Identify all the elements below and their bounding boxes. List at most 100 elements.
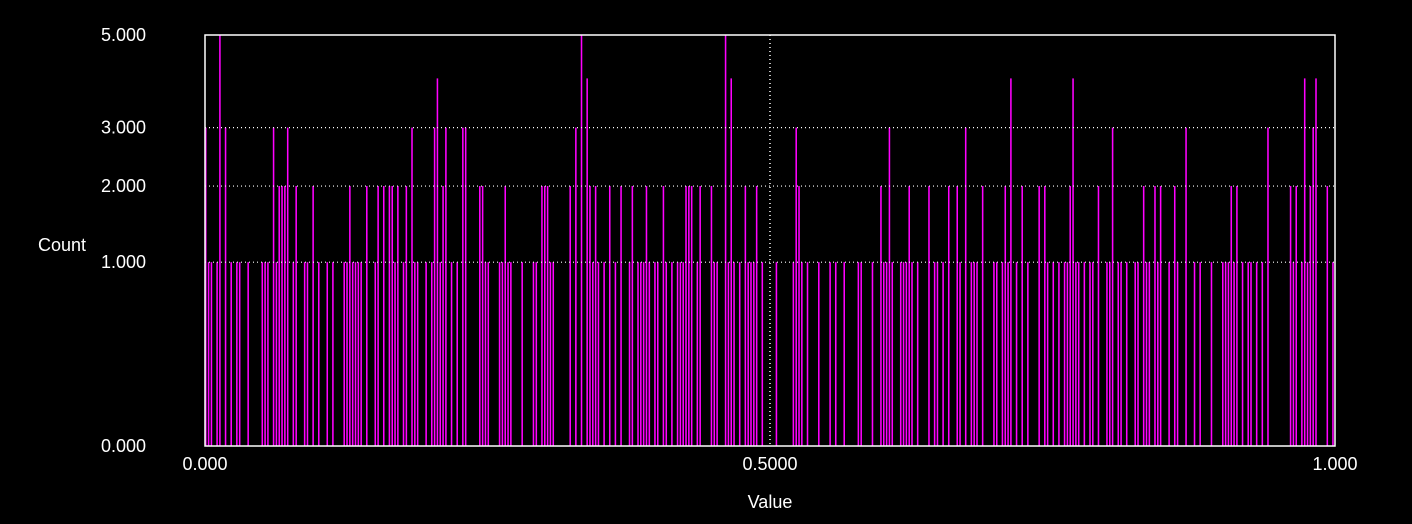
histogram-bar [964, 127, 967, 446]
histogram-bar [761, 262, 764, 446]
histogram-bar [1106, 262, 1108, 446]
histogram-bar [306, 262, 309, 446]
histogram-bar [1301, 262, 1303, 446]
histogram-bar [439, 262, 442, 446]
histogram-bar [464, 127, 467, 446]
histogram-bar [690, 186, 693, 446]
histogram-bar [631, 186, 634, 446]
histogram-bar [326, 262, 329, 446]
histogram-bar [445, 127, 447, 446]
histogram-bar [501, 262, 504, 446]
histogram-bar [351, 262, 354, 446]
x-tick-label: 0.000 [182, 454, 227, 474]
histogram-bar [210, 262, 213, 446]
histogram-bar [696, 262, 699, 446]
histogram-bar [416, 262, 419, 446]
histogram-bar [1092, 262, 1094, 446]
histogram-bar [332, 262, 334, 446]
histogram-bar [462, 127, 464, 446]
histogram-bar [1046, 262, 1049, 446]
y-tick-label: 0.000 [101, 436, 146, 456]
histogram-bar [1001, 262, 1004, 446]
histogram-bar [1027, 262, 1029, 446]
histogram-bar [744, 186, 747, 446]
histogram-bar [238, 262, 241, 446]
histogram-bar [730, 78, 732, 446]
histogram-bar [902, 262, 905, 446]
histogram-bar [207, 262, 210, 446]
histogram-bar [292, 262, 295, 446]
histogram-bar [388, 186, 391, 446]
histogram-bar [487, 262, 490, 446]
histogram-bar [916, 262, 919, 446]
histogram-bar [1117, 262, 1120, 446]
histogram-bar [597, 262, 600, 446]
x-axis-label: Value [748, 492, 793, 512]
histogram-bar [1236, 186, 1238, 446]
histogram-bar [1038, 186, 1040, 446]
histogram-bar [481, 186, 484, 446]
histogram-bar [1148, 262, 1151, 446]
histogram-bar [343, 262, 345, 446]
histogram-bar [657, 262, 659, 446]
histogram-bar [1309, 186, 1312, 446]
histogram-bar [727, 262, 730, 446]
histogram-bar [970, 262, 973, 446]
histogram-bar [295, 186, 297, 446]
histogram-bar [592, 262, 594, 446]
histogram-bar [662, 186, 665, 446]
histogram-bar [1255, 262, 1258, 446]
histogram-bar [442, 186, 444, 446]
histogram-bar [1021, 186, 1023, 446]
histogram-bar [1058, 262, 1060, 446]
histogram-bar [205, 127, 207, 446]
histogram-bar [224, 127, 227, 446]
histogram-bar [589, 186, 591, 446]
histogram-bar [1109, 262, 1111, 446]
histogram-bar [425, 262, 427, 446]
histogram-bar [1224, 262, 1227, 446]
histogram-bar [710, 186, 713, 446]
histogram-bar [993, 262, 995, 446]
histogram-bar [614, 262, 617, 446]
histogram-bar [354, 262, 357, 446]
histogram-bar [1004, 186, 1007, 446]
histogram-bar [860, 262, 862, 446]
histogram-bar [382, 186, 385, 446]
histogram-bar [1015, 262, 1018, 446]
histogram-bar [1193, 262, 1196, 446]
histogram-bar [1261, 262, 1264, 446]
histogram-bar [795, 127, 797, 446]
histogram-bar [733, 262, 735, 446]
histogram-bar [498, 262, 501, 446]
histogram-bar [973, 262, 975, 446]
histogram-bar [905, 262, 908, 446]
histogram-bar [549, 262, 552, 446]
histogram-bar [507, 262, 509, 446]
histogram-bar [261, 262, 264, 446]
histogram-bar [216, 262, 218, 446]
histogram-bar [753, 262, 755, 446]
histogram-bar [544, 186, 546, 446]
histogram-bar [541, 186, 543, 446]
histogram-bar [1315, 78, 1317, 446]
histogram-bar [230, 262, 232, 446]
histogram-bar [1233, 262, 1235, 446]
histogram-bar [303, 262, 306, 446]
histogram-bar [645, 186, 648, 446]
histogram-bar [976, 262, 978, 446]
histogram-bar [1010, 78, 1012, 446]
histogram-bar [608, 186, 611, 446]
histogram-bar [586, 78, 588, 446]
histogram-bar [1247, 262, 1249, 446]
x-tick-label: 1.000 [1312, 454, 1357, 474]
histogram-bar [883, 262, 885, 446]
histogram-bar [642, 262, 645, 446]
histogram-bar [1173, 186, 1176, 446]
histogram-bar [456, 262, 458, 446]
histogram-bar [1066, 262, 1069, 446]
histogram-bar [431, 262, 433, 446]
histogram-bar [1120, 262, 1122, 446]
histogram-bar [1289, 186, 1292, 446]
